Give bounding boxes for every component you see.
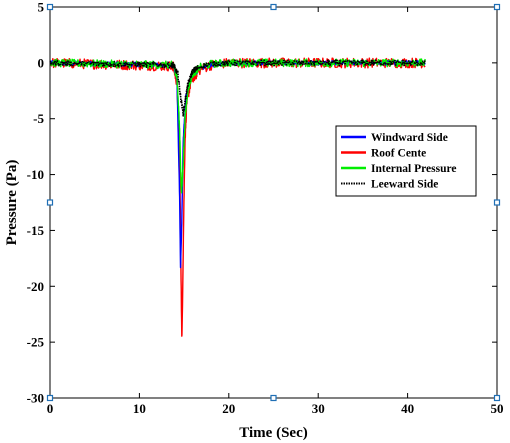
y-tick-label: -20 bbox=[27, 279, 44, 294]
resize-handle[interactable] bbox=[270, 394, 277, 402]
series-line-3 bbox=[49, 59, 426, 117]
y-tick-label: -25 bbox=[27, 335, 45, 350]
x-tick-label: 30 bbox=[312, 401, 325, 416]
x-tick-label: 0 bbox=[47, 401, 54, 416]
x-tick-label: 10 bbox=[133, 401, 146, 416]
legend-entry-label: Leeward Side bbox=[371, 179, 438, 191]
x-tick-label: 50 bbox=[491, 401, 504, 416]
x-tick-label: 20 bbox=[222, 401, 235, 416]
resize-handle[interactable] bbox=[493, 199, 501, 206]
legend-entry-label: Internal Pressure bbox=[371, 163, 457, 175]
x-axis-label: Time (Sec) bbox=[239, 425, 307, 441]
resize-handle[interactable] bbox=[46, 394, 54, 402]
y-tick-label: -15 bbox=[27, 223, 45, 238]
x-tick-label: 40 bbox=[401, 401, 414, 416]
legend: Windward Side Roof Cente Internal Pressure… bbox=[335, 125, 477, 197]
resize-handle[interactable] bbox=[46, 199, 54, 206]
axis-labels: Time (Sec) Pressure (Pa) bbox=[4, 160, 308, 441]
y-tick-label: 0 bbox=[38, 55, 45, 70]
legend-entry-label: Windward Side bbox=[371, 132, 448, 144]
y-tick-label: 5 bbox=[38, 0, 45, 15]
series-layer bbox=[49, 57, 426, 337]
legend-entry-label: Roof Cente bbox=[371, 148, 426, 160]
series-line-1 bbox=[49, 57, 426, 337]
y-tick-label: -30 bbox=[27, 391, 44, 406]
resize-handle[interactable] bbox=[270, 3, 277, 11]
resize-handle[interactable] bbox=[493, 394, 501, 402]
resize-handle[interactable] bbox=[493, 3, 501, 11]
y-tick-label: -10 bbox=[27, 167, 44, 182]
y-axis-label: Pressure (Pa) bbox=[4, 160, 20, 246]
y-tick-label: -5 bbox=[33, 111, 44, 126]
resize-handle[interactable] bbox=[46, 3, 54, 11]
